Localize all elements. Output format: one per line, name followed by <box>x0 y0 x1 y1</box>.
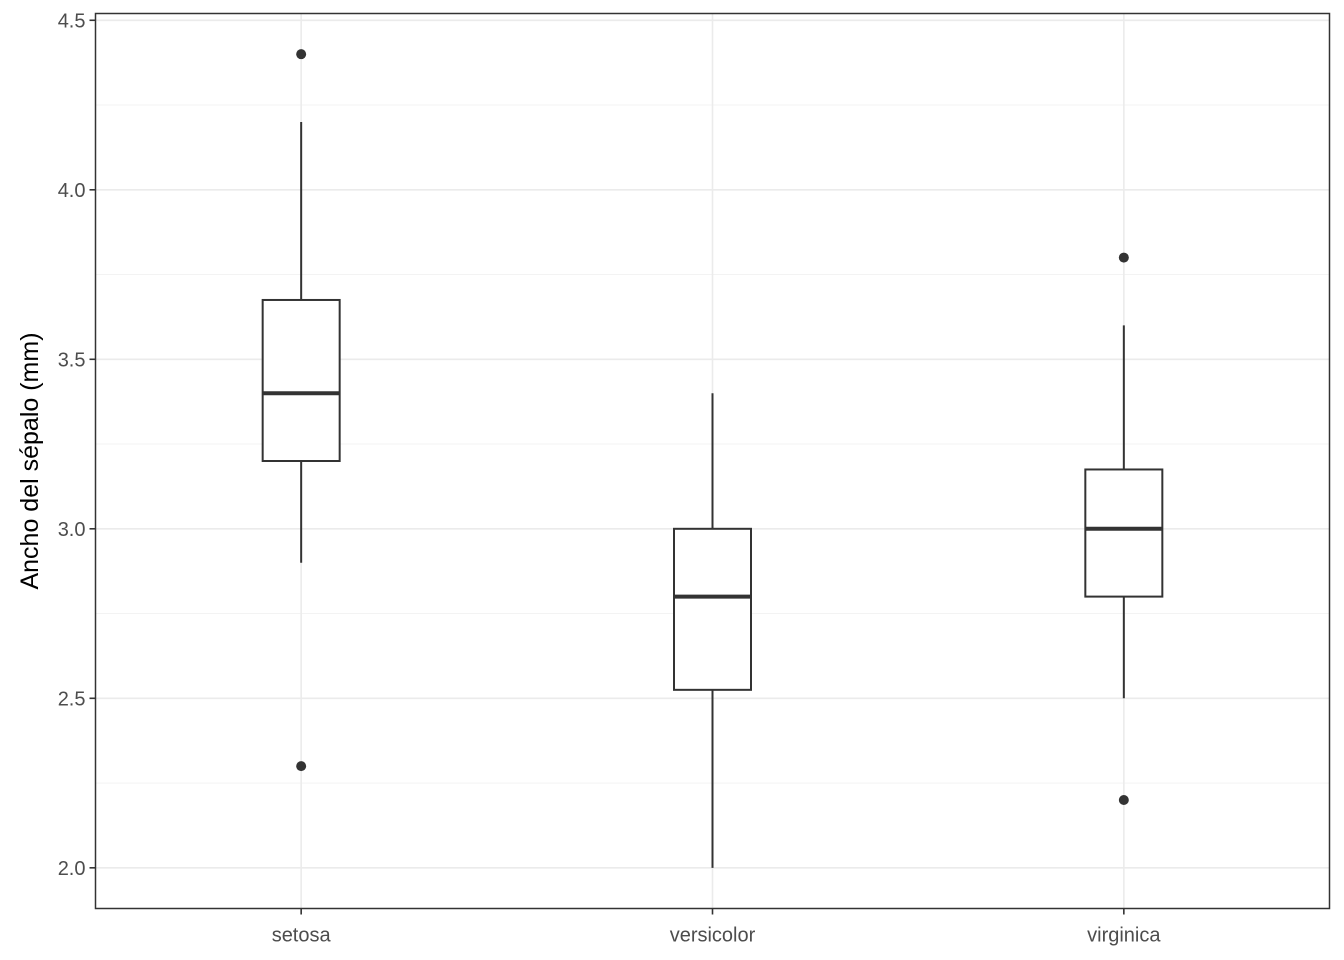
axis-ticks: 2.0 2.5 3.0 3.5 4.0 4.5 setosa versicolor virgin… <box>58 10 1162 946</box>
y-tick-label: 2.0 <box>58 858 86 880</box>
outlier-point <box>296 761 307 772</box>
box-virginica <box>1084 252 1164 806</box>
y-tick-label: 3.5 <box>58 349 86 371</box>
y-tick-label: 4.0 <box>58 180 86 202</box>
box-versicolor <box>673 393 752 868</box>
box-setosa <box>261 49 341 772</box>
outlier-point <box>296 49 307 60</box>
y-axis-title: Ancho del sépalo (mm) <box>16 332 44 589</box>
box-iqr <box>261 298 341 462</box>
x-tick-label: setosa <box>272 925 332 947</box>
y-tick-label: 3.0 <box>58 519 86 541</box>
box-iqr <box>1084 468 1164 598</box>
box-iqr <box>673 527 752 691</box>
boxes <box>261 49 1164 868</box>
y-tick-label: 2.5 <box>58 688 86 710</box>
outlier-point <box>1118 795 1129 806</box>
outlier-point <box>1118 252 1129 263</box>
y-tick-label: 4.5 <box>58 10 86 32</box>
x-tick-label: virginica <box>1087 925 1161 947</box>
x-tick-label: versicolor <box>670 925 756 947</box>
